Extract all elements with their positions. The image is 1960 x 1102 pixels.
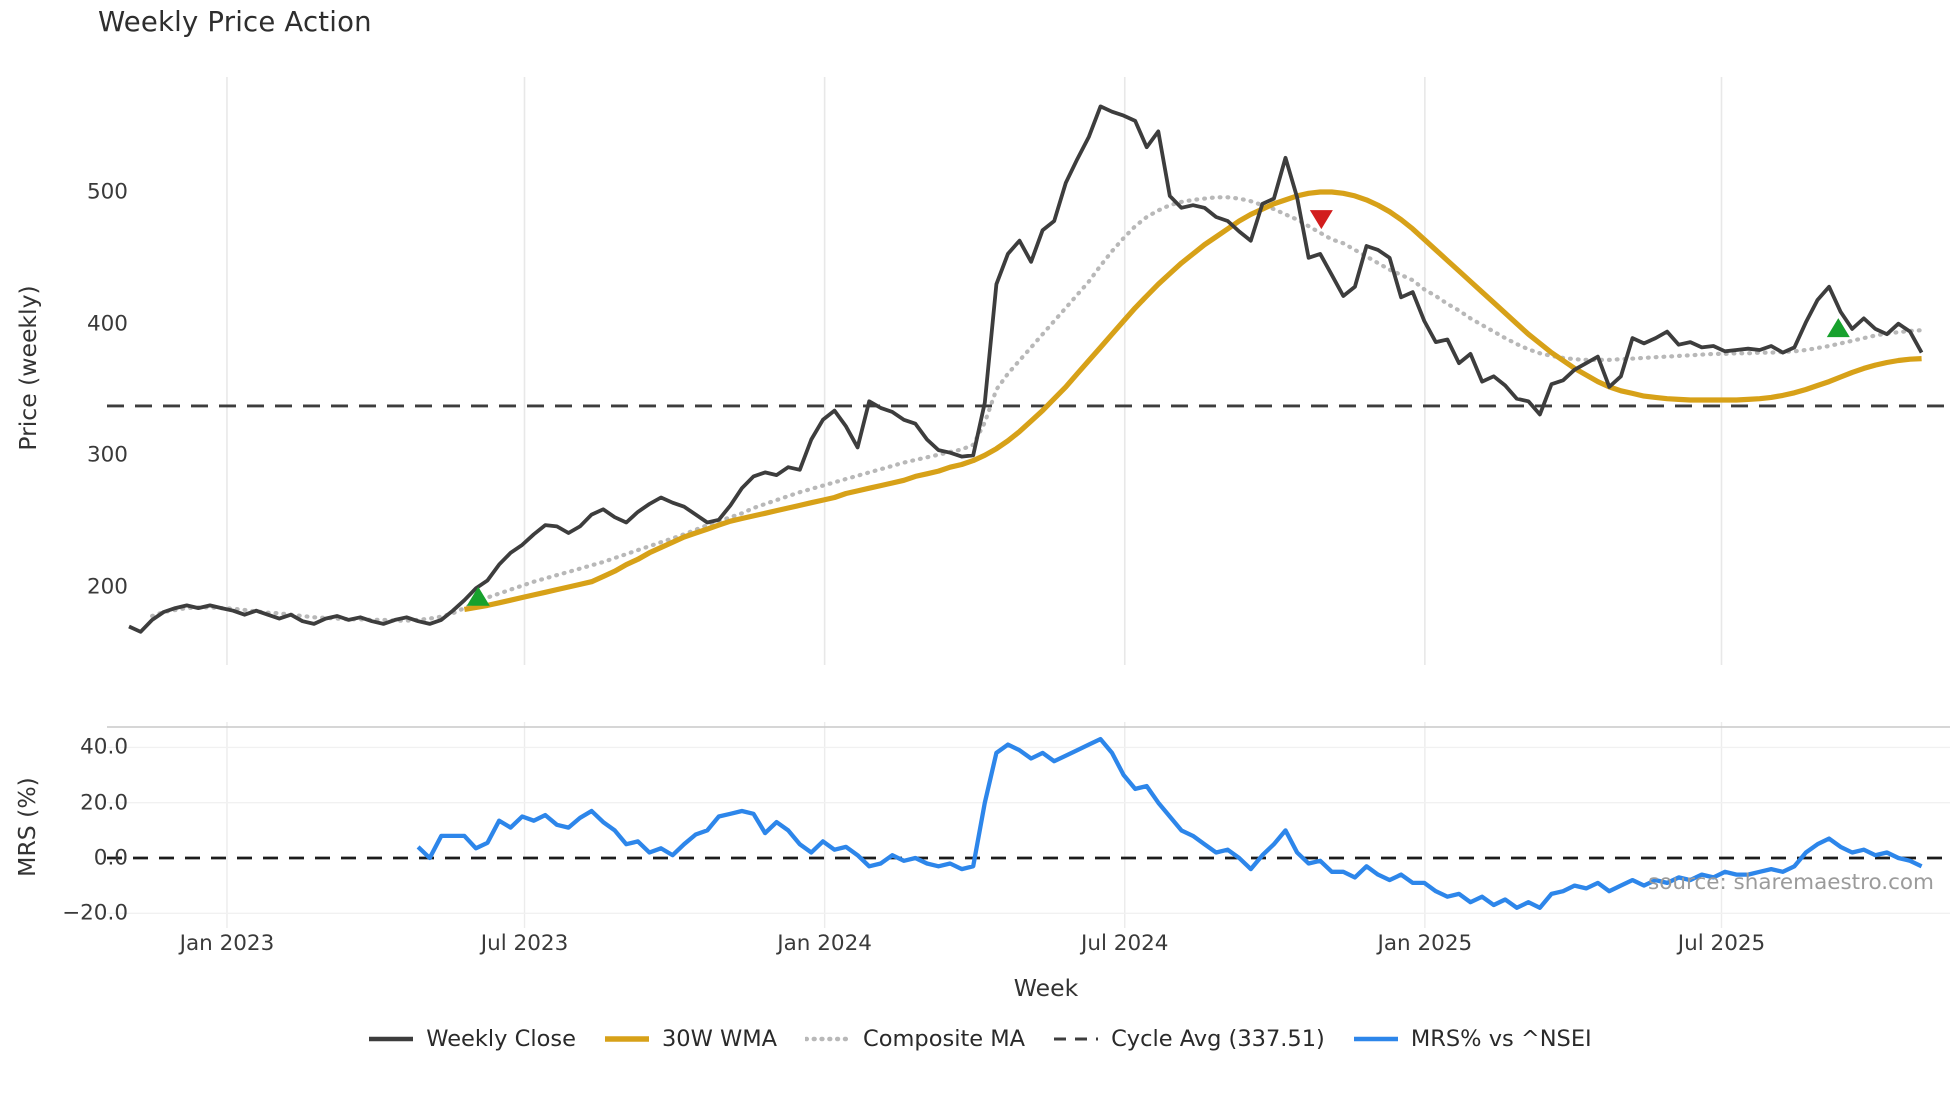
price-tick-label: 200 [86, 574, 128, 600]
price-axis-label: Price (weekly) [14, 285, 42, 451]
legend-item-cycle-avg: Cycle Avg (337.51) [1053, 1026, 1325, 1052]
mrs-tick-label: 40.0 [80, 734, 128, 760]
legend-item-weekly-close: Weekly Close [368, 1026, 576, 1052]
sell-signal-marker-icon [1309, 210, 1333, 230]
composite-swatch-icon [805, 1036, 852, 1042]
mrs-axis-label: MRS (%) [13, 777, 41, 877]
legend-label: 30W WMA [661, 1026, 778, 1052]
mrs-tick-label: 0.0 [93, 845, 128, 871]
mrs-line [416, 736, 1923, 910]
week-axis-label: Week [1013, 974, 1079, 1002]
x-tick-label: Jan 2023 [179, 931, 275, 956]
buy-signal-marker-icon [1826, 318, 1850, 338]
source-note: source: sharemaestro.com [1648, 870, 1934, 895]
weekly-close-swatch-icon [369, 1036, 414, 1042]
legend-label: Cycle Avg (337.51) [1111, 1026, 1325, 1052]
legend: Weekly Close 30W WMA Composite MA Cycle … [0, 1026, 1960, 1052]
signal-markers [466, 210, 1850, 606]
legend-item-mrs: MRS% vs ^NSEI [1353, 1026, 1592, 1052]
price-tick-label: 400 [86, 311, 128, 337]
wma-swatch-icon [604, 1036, 649, 1042]
gridlines [107, 77, 1950, 928]
mrs-swatch-icon [1353, 1036, 1398, 1042]
x-tick-label: Jan 2024 [777, 931, 872, 956]
page-title: Weekly Price Action [98, 6, 372, 38]
legend-label: MRS% vs ^NSEI [1410, 1026, 1592, 1052]
mrs-tick-label: 20.0 [80, 790, 128, 816]
x-tick-label: Jul 2023 [480, 931, 569, 956]
mrs-tick-label: −20.0 [62, 900, 128, 926]
legend-label: Weekly Close [426, 1026, 576, 1052]
x-tick-label: Jul 2025 [1677, 931, 1766, 956]
price-tick-label: 300 [86, 442, 128, 468]
price-tick-label: 500 [86, 179, 128, 205]
legend-item-composite-ma: Composite MA [805, 1026, 1025, 1052]
x-tick-label: Jan 2025 [1377, 931, 1473, 956]
x-tick-label: Jul 2024 [1080, 931, 1169, 956]
weekly-close-line [128, 104, 1924, 634]
wma-30w-line [463, 189, 1922, 612]
buy-signal-marker-icon [466, 586, 490, 606]
legend-label: Composite MA [863, 1026, 1026, 1052]
legend-item-30w-wma: 30W WMA [604, 1026, 777, 1052]
composite-ma-line [150, 195, 1924, 623]
cycle-avg-swatch-icon [1054, 1037, 1099, 1041]
